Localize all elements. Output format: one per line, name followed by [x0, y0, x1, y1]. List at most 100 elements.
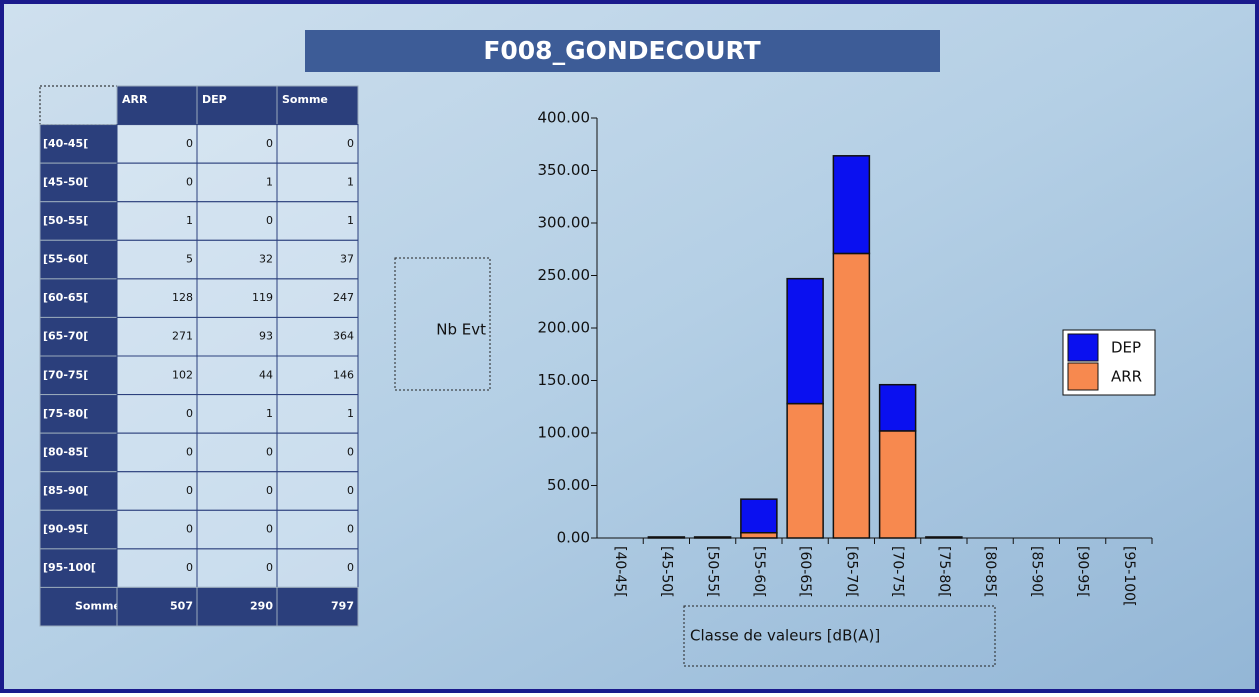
data-cell	[116, 548, 198, 588]
row-label: [50-55[	[43, 214, 88, 227]
data-cell	[276, 548, 359, 588]
bar-segment	[878, 383, 917, 432]
cell-value: 364	[333, 330, 354, 343]
row-label: [95-100[	[43, 561, 96, 574]
header-text: ARR	[122, 93, 148, 106]
cell-value: 0	[186, 445, 193, 458]
data-cell	[196, 162, 278, 203]
y-tick-label: 350.00	[538, 161, 591, 179]
title: F008_GONDECOURT	[483, 36, 760, 65]
data-cell	[116, 432, 198, 473]
data-cell	[276, 471, 359, 511]
bar-segment	[786, 402, 824, 539]
cell-value: 1	[347, 407, 354, 420]
bar-segment	[740, 532, 778, 539]
cell-value: 119	[252, 291, 273, 304]
label-cell	[276, 586, 359, 627]
cell-value: 1	[186, 214, 193, 227]
row-label: [75-80[	[43, 407, 88, 420]
data-cell	[196, 316, 278, 357]
data-cell	[116, 509, 198, 550]
cell-value: 0	[347, 484, 354, 497]
cell-value: 1	[266, 407, 273, 420]
row-label: [55-60[	[43, 253, 88, 266]
x-tick-label: [40-45[	[612, 546, 628, 598]
x-axis-label: Classe de valeurs [dB(A)]	[690, 627, 880, 645]
data-cell	[116, 471, 198, 511]
cell-value: 0	[266, 484, 273, 497]
x-tick-label: [65-70[	[843, 546, 859, 598]
bar-segment	[925, 536, 963, 539]
cell-value: 0	[186, 484, 193, 497]
bar-segment	[786, 277, 824, 405]
x-tick-label: [95-100[	[1121, 546, 1137, 607]
data-cell	[276, 316, 359, 357]
cell-value: 1	[347, 175, 354, 188]
y-tick-label: 150.00	[538, 371, 591, 389]
y-tick-label: 300.00	[538, 214, 591, 232]
data-cell	[196, 432, 278, 473]
bar-segment	[878, 430, 917, 539]
x-tick-label: [45-50[	[658, 546, 674, 598]
cell-value: 37	[340, 253, 354, 266]
data-cell	[196, 201, 278, 241]
row-label: [65-70[	[43, 330, 88, 343]
data-cell	[196, 471, 278, 511]
row-label: [70-75[	[43, 368, 88, 381]
table: ARR DEP Somme[40-45[0 0 0[45-50[0 1 1[50-55[1 0…	[39, 85, 359, 627]
x-tick-label: [60-65[	[797, 546, 813, 598]
bar-segment	[693, 536, 732, 539]
row-label: [85-90[	[43, 484, 88, 497]
cell-value: 0	[347, 561, 354, 574]
x-tick-label: [90-95[	[1075, 546, 1091, 598]
x-tick-label: [80-85[	[982, 546, 998, 598]
bar-segment	[647, 536, 686, 539]
row-label: [40-45[	[43, 137, 88, 150]
data-cell	[276, 239, 359, 280]
title-bar	[305, 30, 940, 72]
chart: 0.00 50.00 100.00 150.00 200.00 250.00 300.00 3…	[538, 109, 1156, 607]
row-label: [90-95[	[43, 523, 88, 536]
x-tick-label: [50-55[	[705, 546, 721, 598]
cell-value: 290	[250, 600, 273, 613]
row-label: [60-65[	[43, 291, 88, 304]
cell-value: 797	[331, 600, 354, 613]
cell-value: 271	[172, 330, 193, 343]
cell-value: 0	[186, 407, 193, 420]
y-axis-label: Nb Evt	[436, 321, 486, 339]
data-cell	[196, 124, 278, 164]
y-tick-label: 50.00	[547, 476, 590, 494]
x-tick-label: [70-75[	[890, 546, 906, 598]
label-cell	[39, 509, 118, 550]
data-cell	[276, 201, 359, 241]
data-cell	[276, 278, 359, 318]
x-label-box	[683, 605, 996, 667]
data-cell	[116, 278, 198, 318]
bar-segment	[740, 498, 778, 534]
x-tick-label: [85-90[	[1028, 546, 1044, 598]
row-label: [80-85[	[43, 445, 88, 458]
data-cell	[196, 394, 278, 434]
legend-label: ARR	[1111, 368, 1142, 386]
data-cell	[276, 509, 359, 550]
data-cell	[276, 394, 359, 434]
x-tick-label: [55-60[	[751, 546, 767, 598]
cell-value: 0	[266, 561, 273, 574]
data-cell	[196, 548, 278, 588]
y-tick-label: 100.00	[538, 424, 591, 442]
cell-value: 93	[259, 330, 273, 343]
bar-segment	[832, 252, 871, 539]
label-cell	[39, 239, 118, 280]
header-text: Somme	[282, 93, 328, 106]
cell-value: 0	[266, 214, 273, 227]
y-tick-label: 250.00	[538, 266, 591, 284]
label-cell	[39, 471, 118, 511]
cell-value: 0	[186, 175, 193, 188]
bar-segment	[832, 155, 871, 255]
header-text: DEP	[202, 93, 227, 106]
cell-value: 0	[347, 445, 354, 458]
data-cell	[116, 239, 198, 280]
y-tick-label: 0.00	[557, 529, 590, 547]
data-cell	[116, 316, 198, 357]
